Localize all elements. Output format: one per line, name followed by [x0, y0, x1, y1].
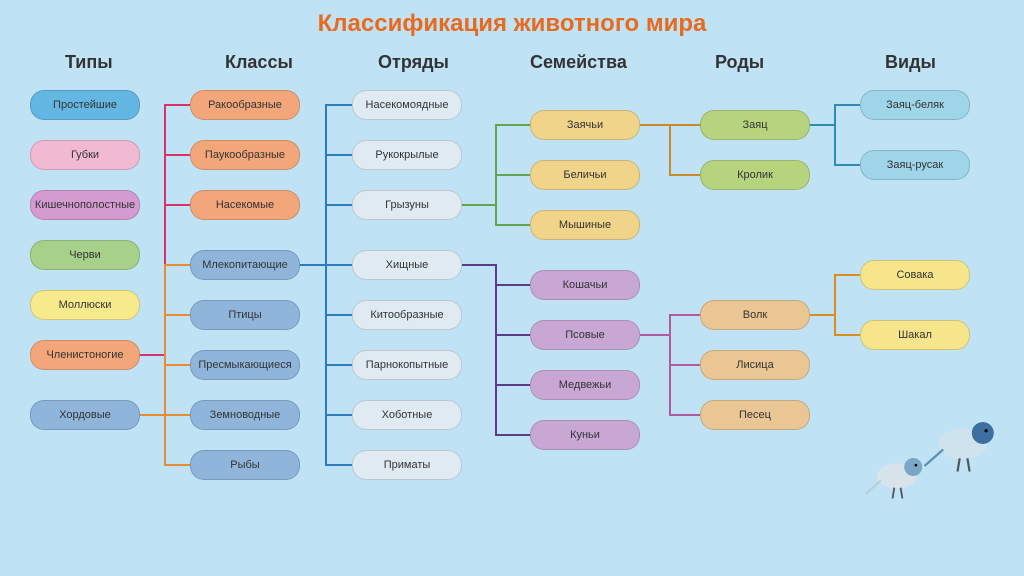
- taxonomy-node: Членистоногие: [30, 340, 140, 370]
- taxonomy-node: Китообразные: [352, 300, 462, 330]
- column-header: Типы: [65, 52, 113, 73]
- taxonomy-node: Шакал: [860, 320, 970, 350]
- taxonomy-node: Хордовые: [30, 400, 140, 430]
- taxonomy-node: Рыбы: [190, 450, 300, 480]
- taxonomy-node: Совака: [860, 260, 970, 290]
- taxonomy-node: Насекомоядные: [352, 90, 462, 120]
- taxonomy-node: Паукообразные: [190, 140, 300, 170]
- column-header: Отряды: [378, 52, 449, 73]
- taxonomy-node: Заяц-беляк: [860, 90, 970, 120]
- taxonomy-node: Млекопитающие: [190, 250, 300, 280]
- taxonomy-node: Кошачьи: [530, 270, 640, 300]
- taxonomy-node: Мышиные: [530, 210, 640, 240]
- taxonomy-node: Простейшие: [30, 90, 140, 120]
- taxonomy-node: Кролик: [700, 160, 810, 190]
- taxonomy-node: Кишечнополостные: [30, 190, 140, 220]
- taxonomy-node: Беличьи: [530, 160, 640, 190]
- taxonomy-node: Песец: [700, 400, 810, 430]
- column-header: Роды: [715, 52, 764, 73]
- taxonomy-node: Заяц-русак: [860, 150, 970, 180]
- taxonomy-node: Заячьи: [530, 110, 640, 140]
- column-header: Семейства: [530, 52, 627, 73]
- column-header: Классы: [225, 52, 293, 73]
- taxonomy-node: Моллюски: [30, 290, 140, 320]
- taxonomy-node: Заяц: [700, 110, 810, 140]
- taxonomy-node: Насекомые: [190, 190, 300, 220]
- diagram-canvas: { "title":"Классификация животного мира"…: [0, 0, 1024, 576]
- bird-illustration: [925, 422, 1001, 472]
- taxonomy-node: Псовые: [530, 320, 640, 350]
- bird-illustration: [866, 458, 928, 499]
- taxonomy-node: Волк: [700, 300, 810, 330]
- column-header: Виды: [885, 52, 936, 73]
- taxonomy-node: Рукокрылые: [352, 140, 462, 170]
- taxonomy-node: Лисица: [700, 350, 810, 380]
- taxonomy-node: Земноводные: [190, 400, 300, 430]
- taxonomy-node: Черви: [30, 240, 140, 270]
- taxonomy-node: Медвежьи: [530, 370, 640, 400]
- taxonomy-node: Хищные: [352, 250, 462, 280]
- taxonomy-node: Губки: [30, 140, 140, 170]
- taxonomy-node: Пресмыкающиеся: [190, 350, 300, 380]
- taxonomy-node: Хоботные: [352, 400, 462, 430]
- taxonomy-node: Ракообразные: [190, 90, 300, 120]
- taxonomy-node: Куньи: [530, 420, 640, 450]
- taxonomy-node: Грызуны: [352, 190, 462, 220]
- taxonomy-node: Птицы: [190, 300, 300, 330]
- taxonomy-node: Парнокопытные: [352, 350, 462, 380]
- taxonomy-node: Приматы: [352, 450, 462, 480]
- diagram-title: Классификация животного мира: [0, 10, 1024, 38]
